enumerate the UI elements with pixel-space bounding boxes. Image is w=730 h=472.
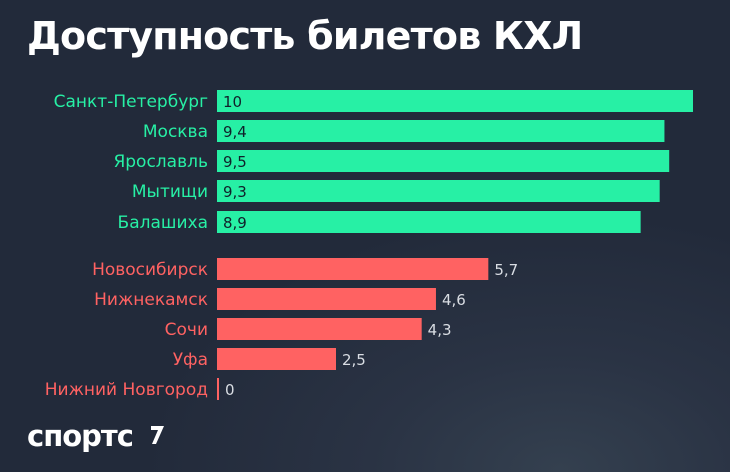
category-label-row-1: Санкт-Петербург <box>54 92 208 112</box>
value-label-row-10: 0 <box>225 381 235 399</box>
value-label-row-6: 5,7 <box>494 261 518 279</box>
bar-row-2 <box>217 120 665 142</box>
value-label-row-1: 10 <box>223 93 242 111</box>
bar-row-10 <box>217 378 219 400</box>
category-label-row-4: Мытищи <box>132 182 208 202</box>
bar-row-4 <box>217 180 660 202</box>
category-label-row-8: Сочи <box>165 320 208 340</box>
value-label-row-8: 4,3 <box>428 321 452 339</box>
value-label-row-5: 8,9 <box>223 214 247 232</box>
value-label-row-2: 9,4 <box>223 123 247 141</box>
chart-title: Доступность билетов КХЛ <box>27 14 583 58</box>
category-label-row-10: Нижний Новгород <box>45 380 208 400</box>
category-label-row-6: Новосибирск <box>92 260 208 280</box>
category-label-row-7: Нижнекамск <box>94 290 208 310</box>
value-label-row-9: 2,5 <box>342 351 366 369</box>
value-label-row-3: 9,5 <box>223 153 247 171</box>
bar-row-8 <box>217 318 422 340</box>
sports-logo: спортс <box>27 419 134 453</box>
logo-apostrophe-icon <box>151 426 164 444</box>
bar-row-9 <box>217 348 336 370</box>
bar-row-5 <box>217 211 641 233</box>
category-label-row-3: Ярославль <box>113 152 208 172</box>
bar-row-3 <box>217 150 670 172</box>
category-label-row-5: Балашиха <box>118 213 208 233</box>
category-label-row-9: Уфа <box>173 350 208 370</box>
bar-row-6 <box>217 258 489 280</box>
category-label-row-2: Москва <box>143 122 208 142</box>
bar-row-7 <box>217 288 436 310</box>
bar-row-1 <box>217 90 693 112</box>
value-label-row-7: 4,6 <box>442 291 466 309</box>
value-label-row-4: 9,3 <box>223 183 247 201</box>
